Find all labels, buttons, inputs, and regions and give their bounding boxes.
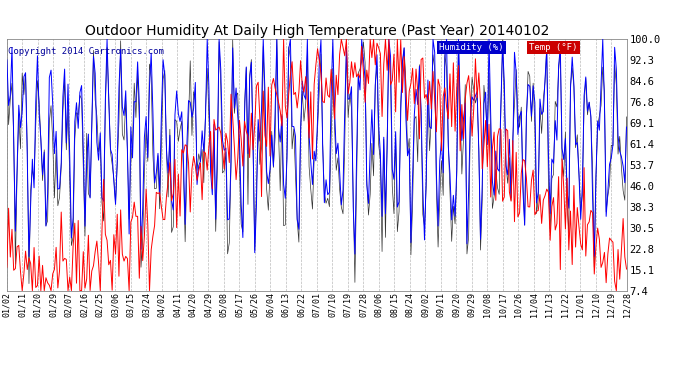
Text: Copyright 2014 Cartronics.com: Copyright 2014 Cartronics.com (8, 47, 164, 56)
Text: Temp (°F): Temp (°F) (529, 43, 578, 52)
Title: Outdoor Humidity At Daily High Temperature (Past Year) 20140102: Outdoor Humidity At Daily High Temperatu… (84, 24, 549, 38)
Text: Humidity (%): Humidity (%) (440, 43, 504, 52)
